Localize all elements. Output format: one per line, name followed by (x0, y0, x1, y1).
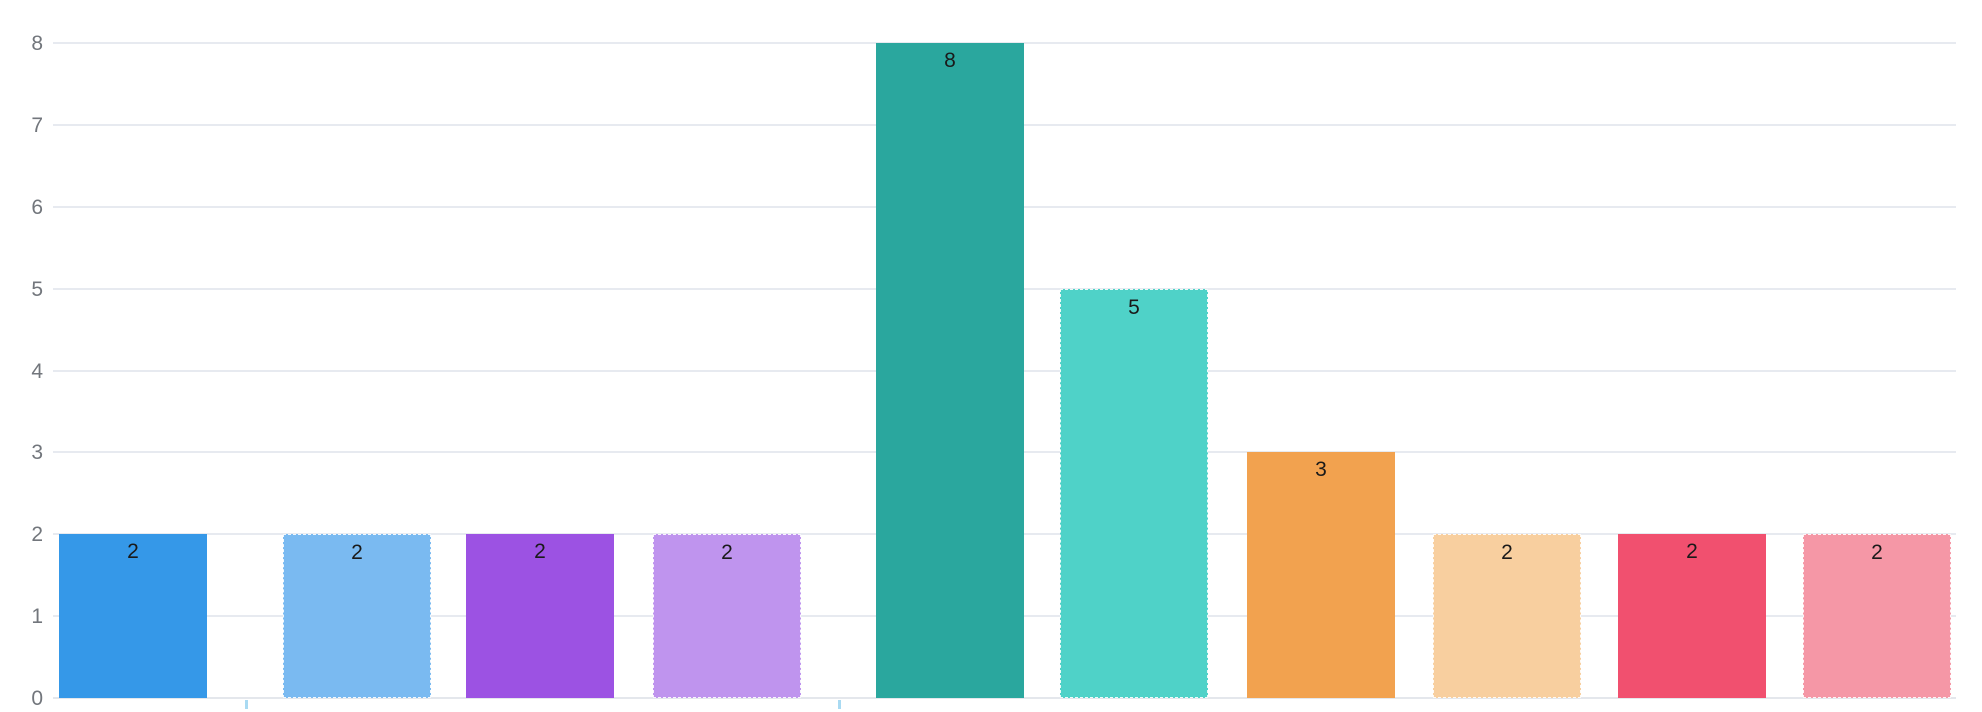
bar-value-label: 2 (127, 540, 139, 564)
bar-9[interactable]: 2 (1618, 534, 1766, 698)
bar-value-label: 2 (1501, 541, 1513, 565)
y-axis-label: 1 (31, 605, 43, 629)
bar-value-label: 2 (1871, 541, 1883, 565)
bar-value-label: 2 (1686, 540, 1698, 564)
x-axis-baseline (53, 697, 1956, 699)
bar-value-label: 3 (1315, 458, 1327, 482)
y-axis-label: 3 (31, 441, 43, 465)
bar-4[interactable]: 2 (653, 534, 801, 698)
y-axis-label: 7 (31, 113, 43, 137)
bar-2[interactable]: 2 (283, 534, 431, 698)
y-axis-label: 0 (31, 687, 43, 710)
bar-7[interactable]: 3 (1247, 452, 1395, 698)
bar-10[interactable]: 2 (1803, 534, 1951, 698)
bar-3[interactable]: 2 (466, 534, 614, 698)
y-axis-label: 6 (31, 195, 43, 219)
bar-value-label: 2 (534, 540, 546, 564)
bar-value-label: 2 (351, 541, 363, 565)
x-axis-tick-1 (245, 700, 248, 709)
bar-6[interactable]: 5 (1060, 288, 1208, 698)
bar-value-label: 8 (944, 49, 956, 72)
y-axis-label: 8 (31, 32, 43, 55)
y-axis-label: 4 (31, 359, 43, 383)
bar-1[interactable]: 2 (59, 534, 207, 698)
y-axis-label: 2 (31, 523, 43, 547)
bar-8[interactable]: 2 (1433, 534, 1581, 698)
x-axis-tick-2 (838, 700, 841, 709)
bar-value-label: 2 (721, 541, 733, 565)
bar-5[interactable]: 8 (876, 43, 1024, 698)
y-axis-label: 5 (31, 277, 43, 301)
bar-value-label: 5 (1128, 295, 1140, 319)
